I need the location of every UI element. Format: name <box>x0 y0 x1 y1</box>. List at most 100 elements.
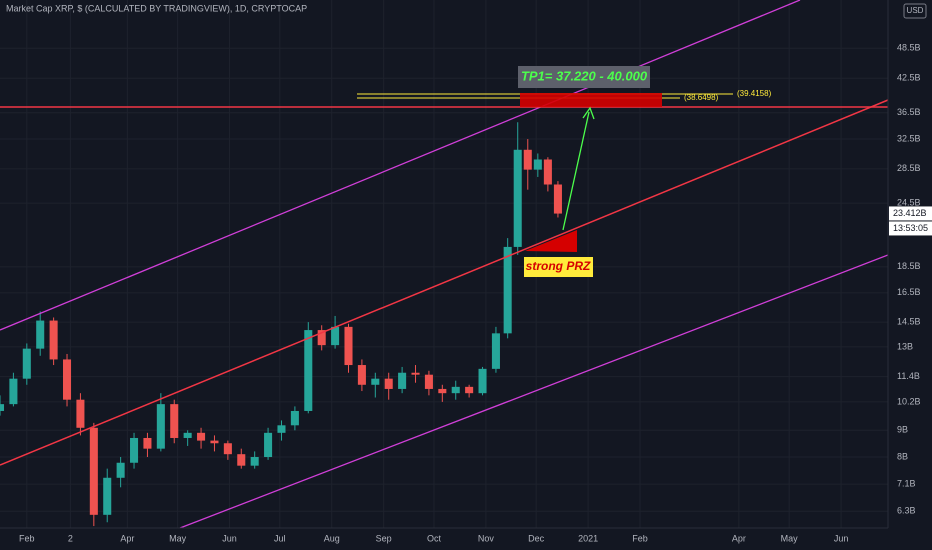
candle-body <box>438 388 447 394</box>
chart-title: Market Cap XRP, $ (CALCULATED BY TRADING… <box>6 3 307 13</box>
x-tick-label: Jun <box>222 533 237 543</box>
arrow-head <box>582 106 595 120</box>
level-label: (38.6498) <box>684 93 719 102</box>
candle-body <box>384 378 393 389</box>
y-tick-label: 16.5B <box>897 287 921 297</box>
y-tick-label: 36.5B <box>897 107 921 117</box>
x-tick-label: Apr <box>732 533 746 543</box>
candle-body <box>210 440 219 444</box>
candle-body <box>553 184 562 214</box>
prz-zone <box>525 230 577 252</box>
candle-body <box>76 399 85 428</box>
countdown-box <box>889 221 932 236</box>
candle-body <box>22 348 31 379</box>
y-tick-label: 13B <box>897 341 913 351</box>
y-axis-panel <box>888 0 932 550</box>
candle-body <box>183 432 192 438</box>
x-tick-label: May <box>781 533 799 543</box>
candle-body <box>523 149 532 170</box>
candle-body <box>103 477 112 515</box>
x-tick-label: Sep <box>376 533 392 543</box>
candle-body <box>317 330 326 346</box>
candle-body <box>411 372 420 375</box>
candles <box>0 122 562 527</box>
x-tick-label: Apr <box>120 533 134 543</box>
x-tick-label: Jun <box>834 533 849 543</box>
target-zone <box>520 93 662 107</box>
candle-body <box>491 333 500 369</box>
y-tick-label: 24.5B <box>897 198 921 208</box>
channel-mid <box>0 99 889 466</box>
x-tick-label: May <box>169 533 187 543</box>
y-tick-label: 6.3B <box>897 506 916 516</box>
candle-body <box>424 374 433 389</box>
candle-body <box>49 320 58 360</box>
candle-body <box>533 159 542 170</box>
candle-body <box>503 246 512 334</box>
candle-body <box>513 149 522 247</box>
x-tick-label: Aug <box>324 533 340 543</box>
x-tick-label: Oct <box>427 533 442 543</box>
grid <box>0 0 888 528</box>
candle-body <box>0 404 5 411</box>
y-tick-label: 48.5B <box>897 43 921 53</box>
candle-body <box>237 454 246 466</box>
currency: USD <box>907 6 924 15</box>
tp-label: TP1= 37.220 - 40.000 <box>521 68 648 83</box>
x-tick-label: Feb <box>632 533 648 543</box>
axis-labels: 48.5B 42.5B 36.5B 32.5B 28.5B 24.5B 18.5B 16.5B… <box>19 43 932 543</box>
y-tick-label: 32.5B <box>897 133 921 143</box>
channel-top <box>0 0 801 331</box>
y-tick-label: 28.5B <box>897 163 921 173</box>
y-tick-label: 18.5B <box>897 261 921 271</box>
candle-body <box>304 330 313 411</box>
level-label: (39.4158) <box>737 89 772 98</box>
x-tick-label: 2 <box>68 533 73 543</box>
candle-body <box>116 462 125 478</box>
candle-body <box>130 437 139 463</box>
y-tick-label: 8B <box>897 451 908 461</box>
y-tick-label: 9B <box>897 425 908 435</box>
candle-body <box>89 427 98 515</box>
candle-body <box>357 365 366 385</box>
candle-body <box>371 378 380 385</box>
prz-label: strong PRZ <box>526 259 591 273</box>
candle-body <box>451 386 460 394</box>
candle-body <box>543 159 552 185</box>
tp-box <box>518 66 650 88</box>
candle-body <box>264 432 273 458</box>
y-tick-label: 42.5B <box>897 73 921 83</box>
candle-body <box>156 404 165 449</box>
x-tick-label: Nov <box>478 533 495 543</box>
countdown: 13:53:05 <box>893 223 928 233</box>
candle-body <box>344 326 353 366</box>
x-tick-label: 2021 <box>578 533 598 543</box>
x-tick-label: Jul <box>274 533 286 543</box>
y-tick-label: 7.1B <box>897 478 916 488</box>
candle-body <box>62 359 72 400</box>
price-box <box>889 206 932 221</box>
candle-body <box>36 320 45 349</box>
candle-body <box>277 425 286 433</box>
x-tick-label: Dec <box>528 533 545 543</box>
y-tick-label: 11.4B <box>897 371 920 381</box>
candle-body <box>331 326 340 346</box>
channel-bottom <box>179 237 932 529</box>
candle-body <box>290 410 299 426</box>
y-tick-label: 10.2B <box>897 396 921 406</box>
candle-body <box>143 437 152 449</box>
prz-box <box>524 257 593 277</box>
candle-body <box>398 372 407 389</box>
candle-body <box>478 368 487 394</box>
arrow <box>562 111 590 231</box>
candle-body <box>250 457 259 466</box>
candle-body <box>465 386 474 394</box>
candle-body <box>9 378 18 405</box>
candle-body <box>197 432 206 441</box>
x-tick-label: Feb <box>19 533 35 543</box>
y-tick-label: 14.5B <box>897 316 921 326</box>
candle-body <box>170 404 179 438</box>
